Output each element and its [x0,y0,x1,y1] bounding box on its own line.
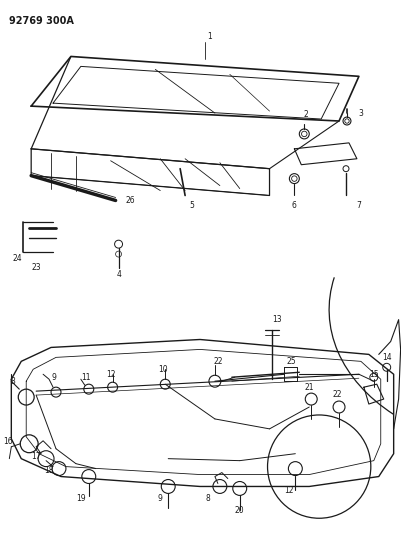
Text: 15: 15 [368,370,378,379]
Text: 14: 14 [381,353,391,362]
Text: 11: 11 [81,373,90,382]
Text: 25: 25 [286,357,296,366]
Text: 9: 9 [51,373,56,382]
Text: 22: 22 [332,390,341,399]
Text: 3: 3 [358,109,363,118]
Text: 17: 17 [31,452,41,461]
Text: 1: 1 [207,32,212,41]
Text: 16: 16 [4,437,13,446]
Text: 12: 12 [105,370,115,379]
Text: 10: 10 [158,365,168,374]
Text: 8: 8 [11,377,16,386]
Text: 18: 18 [44,466,54,475]
Text: 24: 24 [12,254,22,263]
Text: 22: 22 [213,357,222,366]
Text: 12: 12 [284,486,294,495]
Text: 92769 300A: 92769 300A [9,16,74,26]
Text: 5: 5 [189,201,194,210]
Text: 6: 6 [291,201,296,210]
Text: 7: 7 [356,201,360,210]
Text: 20: 20 [234,506,244,515]
Text: 13: 13 [272,315,282,324]
Text: 8: 8 [205,494,210,503]
Text: 21: 21 [304,383,313,392]
Text: 19: 19 [76,494,85,503]
Text: 26: 26 [126,196,135,205]
Text: 4: 4 [116,270,121,279]
Text: 9: 9 [158,494,162,503]
Text: 2: 2 [303,110,308,118]
Text: 23: 23 [31,263,41,272]
